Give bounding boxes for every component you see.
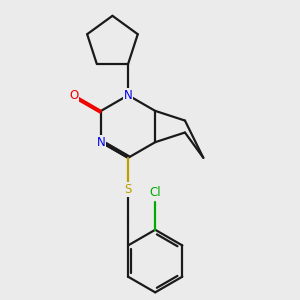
Text: O: O: [69, 89, 79, 102]
Text: N: N: [97, 136, 105, 149]
Text: N: N: [124, 89, 133, 102]
Text: Cl: Cl: [149, 186, 161, 199]
Text: S: S: [124, 183, 132, 196]
